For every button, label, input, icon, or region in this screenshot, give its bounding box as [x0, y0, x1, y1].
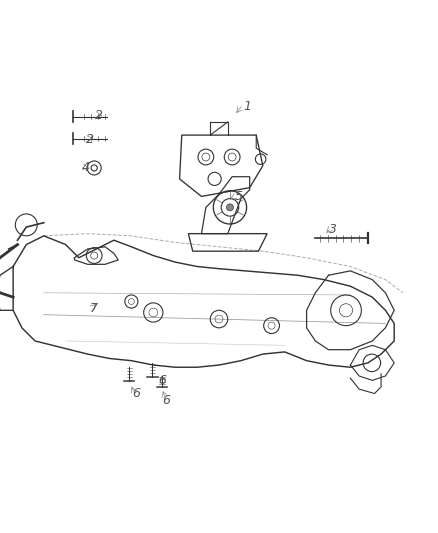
Text: 6: 6 [162, 393, 170, 407]
Text: 2: 2 [86, 133, 94, 146]
Text: 2: 2 [95, 109, 102, 122]
Text: 7: 7 [90, 302, 98, 314]
Text: 6: 6 [132, 387, 140, 400]
Text: 4: 4 [81, 161, 89, 174]
Text: 1: 1 [244, 100, 251, 113]
Text: 6: 6 [158, 374, 166, 387]
Text: 5: 5 [235, 190, 243, 203]
Text: 3: 3 [329, 223, 337, 236]
Circle shape [226, 204, 233, 211]
